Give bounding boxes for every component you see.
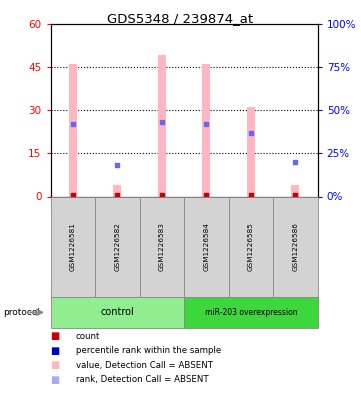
Bar bbox=[69, 64, 77, 196]
Text: value, Detection Call = ABSENT: value, Detection Call = ABSENT bbox=[76, 361, 213, 369]
Bar bbox=[291, 185, 299, 196]
Text: ■: ■ bbox=[51, 345, 60, 356]
Text: GSM1226584: GSM1226584 bbox=[203, 222, 209, 271]
Text: GSM1226583: GSM1226583 bbox=[159, 222, 165, 271]
Bar bbox=[158, 55, 166, 196]
Text: protocol: protocol bbox=[4, 308, 40, 317]
Bar bbox=[113, 185, 121, 196]
Text: ■: ■ bbox=[51, 375, 60, 385]
Text: percentile rank within the sample: percentile rank within the sample bbox=[76, 346, 221, 355]
Text: GDS5348 / 239874_at: GDS5348 / 239874_at bbox=[108, 12, 253, 25]
Text: GSM1226582: GSM1226582 bbox=[114, 222, 120, 271]
Bar bbox=[203, 64, 210, 196]
Text: ■: ■ bbox=[51, 360, 60, 370]
Text: GSM1226581: GSM1226581 bbox=[70, 222, 76, 271]
Bar bbox=[247, 107, 255, 196]
Text: control: control bbox=[100, 307, 134, 318]
Text: rank, Detection Call = ABSENT: rank, Detection Call = ABSENT bbox=[76, 375, 208, 384]
Text: ■: ■ bbox=[51, 331, 60, 341]
Text: GSM1226586: GSM1226586 bbox=[292, 222, 299, 271]
Text: miR-203 overexpression: miR-203 overexpression bbox=[205, 308, 297, 317]
Text: count: count bbox=[76, 332, 100, 340]
Text: GSM1226585: GSM1226585 bbox=[248, 222, 254, 271]
